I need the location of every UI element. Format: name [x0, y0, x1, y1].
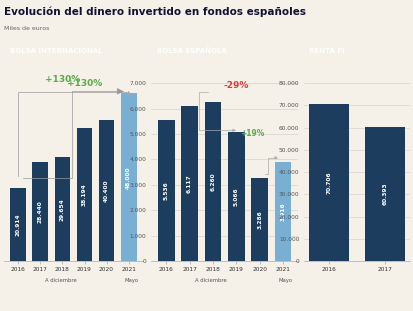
Text: Mayo: Mayo [124, 278, 138, 283]
Bar [251, 178, 267, 261]
Text: A diciembre: A diciembre [195, 278, 227, 283]
Text: 40.400: 40.400 [104, 179, 109, 202]
Text: 6.117: 6.117 [187, 174, 192, 193]
Text: 70.706: 70.706 [326, 171, 331, 194]
Bar [157, 120, 174, 261]
Text: 20.914: 20.914 [16, 213, 21, 236]
Text: 5.066: 5.066 [233, 188, 238, 206]
Text: 3.916: 3.916 [280, 202, 285, 221]
Text: 29.654: 29.654 [60, 198, 65, 221]
Text: 5.536: 5.536 [163, 181, 168, 200]
Bar [274, 162, 291, 261]
Text: 3.286: 3.286 [256, 210, 261, 229]
Text: RENTA FI.: RENTA FI. [308, 48, 346, 53]
Text: 38.194: 38.194 [82, 183, 87, 206]
Text: +19%: +19% [240, 129, 264, 138]
Text: -29%: -29% [223, 81, 248, 90]
Bar [309, 104, 349, 261]
Text: Mayo: Mayo [278, 278, 292, 283]
Text: 60.393: 60.393 [382, 183, 387, 205]
Bar [227, 132, 244, 261]
Text: +130%: +130% [45, 75, 80, 84]
Text: +130%: +130% [67, 79, 102, 88]
Text: 28.440: 28.440 [38, 200, 43, 223]
Text: 48.000: 48.000 [126, 166, 131, 188]
Text: A diciembre: A diciembre [45, 278, 76, 283]
Bar [364, 127, 404, 261]
Bar [204, 102, 221, 261]
Text: BOLSA INTERNACIONAL: BOLSA INTERNACIONAL [9, 48, 102, 53]
Bar [98, 120, 114, 261]
Text: 6.260: 6.260 [210, 172, 215, 191]
Bar [55, 157, 70, 261]
Text: Miles de euros: Miles de euros [4, 26, 50, 31]
Text: BOLSA ESPAÑOLA: BOLSA ESPAÑOLA [157, 47, 226, 54]
Bar [32, 162, 48, 261]
Bar [181, 106, 197, 261]
Text: Evolución del dinero invertido en fondos españoles: Evolución del dinero invertido en fondos… [4, 6, 305, 17]
Bar [76, 128, 92, 261]
Bar [120, 93, 136, 261]
Bar [10, 188, 26, 261]
